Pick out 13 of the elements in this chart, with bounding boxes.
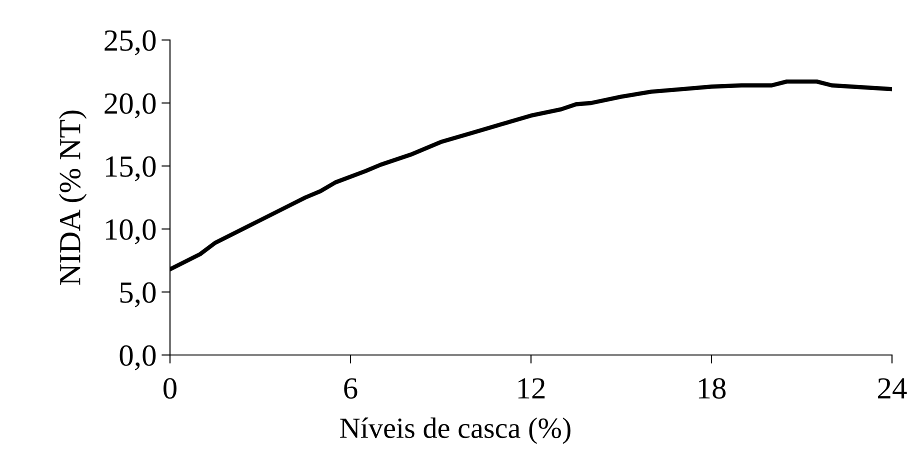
y-tick-label: 25,0 <box>104 30 156 56</box>
x-tick-label: 18 <box>698 378 726 399</box>
x-axis-title: Níveis de casca (%) <box>340 418 570 444</box>
y-tick-label: 5,0 <box>120 282 156 308</box>
x-tick-label: 6 <box>344 378 358 399</box>
x-tick-label: 24 <box>878 378 907 398</box>
y-tick-label: 10,0 <box>106 219 156 244</box>
x-tick-label: 0 <box>164 378 176 399</box>
y-tick-label: 20,0 <box>104 93 156 118</box>
y-tick-label: 15,0 <box>106 156 156 182</box>
y-axis-title: NIDA (% NT) <box>58 110 87 285</box>
x-tick-label: 12 <box>518 378 545 398</box>
y-tick-label: 0,0 <box>120 345 156 370</box>
